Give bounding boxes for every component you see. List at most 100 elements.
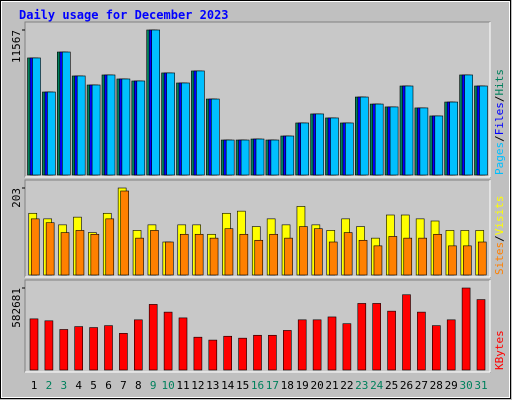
bar: [121, 78, 131, 176]
legend-entry: KBytes: [493, 330, 506, 370]
bar: [284, 237, 293, 276]
bar: [32, 57, 41, 176]
bar: [477, 241, 487, 276]
x-tick-label: 14: [221, 379, 235, 392]
bar: [327, 316, 337, 371]
bar: [374, 103, 384, 176]
bar: [418, 237, 427, 276]
bar: [270, 139, 280, 176]
bar: [434, 115, 444, 176]
bar: [254, 239, 264, 276]
bar: [357, 303, 367, 371]
bar: [300, 122, 310, 176]
bar: [449, 101, 459, 176]
x-tick-label: 21: [325, 379, 338, 392]
bar: [134, 319, 143, 371]
legend-entry: Files: [493, 102, 506, 135]
x-tick-label: 6: [105, 379, 112, 392]
bar: [299, 226, 308, 276]
x-tick-label: 15: [236, 379, 249, 392]
bar: [193, 336, 203, 371]
bar: [255, 138, 265, 176]
bar: [330, 117, 339, 176]
bar: [208, 339, 218, 371]
bar: [479, 85, 488, 176]
bar: [342, 323, 352, 371]
legend-separator: /: [493, 135, 506, 142]
legend: Sites/Visits: [493, 196, 506, 276]
bar: [268, 334, 277, 371]
bar: [166, 72, 175, 176]
bar: [61, 51, 71, 176]
x-tick-label: 28: [430, 379, 443, 392]
bar: [163, 311, 173, 371]
x-tick-label: 25: [385, 379, 398, 392]
bar: [196, 70, 205, 176]
bar: [148, 304, 158, 371]
bar: [373, 245, 383, 276]
bar: [463, 245, 472, 276]
x-tick-label: 4: [75, 379, 82, 392]
bar: [60, 232, 70, 276]
bar: [282, 330, 292, 371]
x-tick-label: 22: [340, 379, 353, 392]
bar: [328, 241, 338, 276]
bar: [476, 299, 486, 371]
bar: [90, 233, 100, 276]
bar: [119, 333, 128, 371]
bar: [239, 233, 249, 276]
x-tick-label: 18: [281, 379, 294, 392]
bar: [343, 232, 353, 276]
bar: [76, 75, 86, 176]
x-tick-label: 9: [150, 379, 157, 392]
bar: [224, 228, 234, 276]
bar: [345, 122, 354, 176]
x-tick-label: 30: [459, 379, 472, 392]
x-tick-label: 7: [120, 379, 127, 392]
x-tick-label: 5: [90, 379, 97, 392]
x-tick-label: 20: [310, 379, 323, 392]
bar: [314, 228, 323, 276]
x-tick-label: 12: [191, 379, 204, 392]
bar: [253, 334, 262, 371]
legend-entry: Sites: [493, 242, 506, 275]
bar: [372, 303, 382, 371]
bar: [150, 230, 159, 276]
x-tick-label: 24: [370, 379, 384, 392]
bar: [358, 239, 368, 276]
bar: [74, 326, 83, 371]
panels: 11567Pages/Files/Hits203Sites/Visits5826…: [10, 21, 506, 392]
bar: [402, 294, 411, 371]
bar: [47, 91, 56, 176]
bar: [29, 318, 39, 371]
bar: [389, 106, 399, 176]
bar: [403, 237, 413, 276]
bar: [135, 237, 144, 276]
x-tick-label: 3: [60, 379, 67, 392]
y-tick-label: 203: [10, 188, 23, 208]
bar: [446, 319, 456, 371]
x-tick-label: 23: [355, 379, 368, 392]
bar: [165, 241, 174, 276]
bar: [240, 139, 250, 176]
x-tick-label: 8: [135, 379, 142, 392]
bar: [312, 319, 322, 371]
bar: [75, 230, 85, 276]
bar: [448, 245, 457, 276]
bar: [223, 335, 232, 371]
bar: [91, 84, 101, 176]
bar: [178, 317, 188, 371]
x-tick-label: 19: [296, 379, 309, 392]
bar: [388, 236, 398, 276]
bar: [211, 98, 220, 176]
bar: [104, 325, 113, 371]
legend-separator: /: [493, 96, 506, 103]
bar: [120, 190, 129, 276]
x-tick-label: 10: [161, 379, 174, 392]
x-tick-label: 13: [206, 379, 219, 392]
bar: [238, 337, 247, 371]
bar: [209, 237, 219, 276]
bar: [136, 80, 146, 176]
